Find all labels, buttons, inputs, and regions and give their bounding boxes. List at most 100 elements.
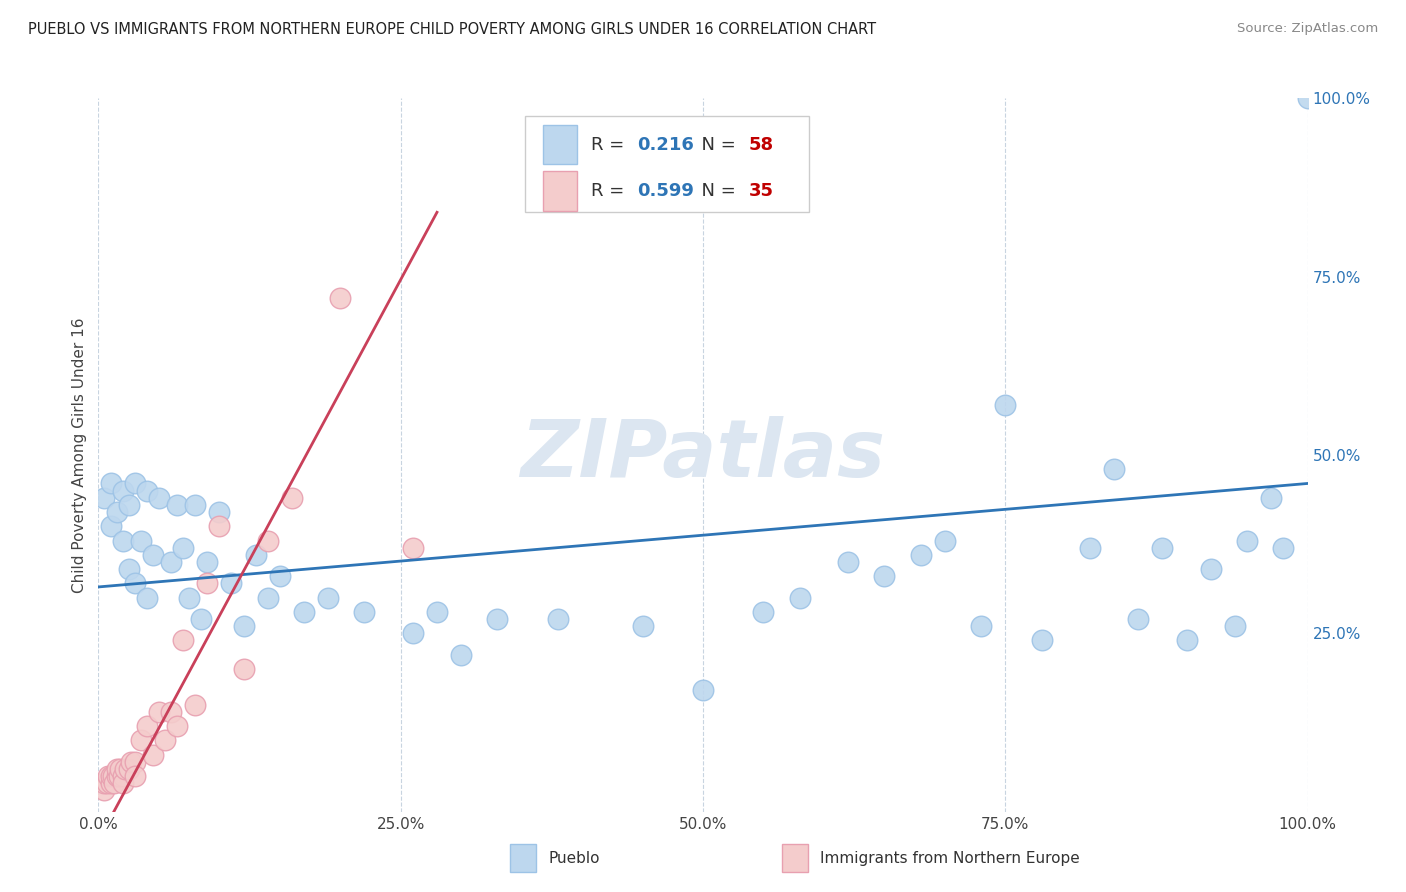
Point (160, 555, 183, 569)
Point (120, 755, 142, 769)
Point (402, 626, 425, 640)
Point (114, 762, 136, 776)
Point (190, 612, 212, 626)
Point (111, 776, 134, 790)
Point (873, 569, 896, 583)
Point (160, 705, 183, 719)
Point (184, 498, 207, 512)
Point (547, 612, 569, 626)
Text: Pueblo: Pueblo (548, 851, 600, 865)
Point (245, 548, 267, 562)
FancyBboxPatch shape (543, 125, 576, 164)
Point (789, 591, 811, 605)
Point (910, 548, 932, 562)
Point (118, 762, 141, 776)
Point (135, 591, 157, 605)
Point (1296, 91, 1319, 105)
Point (1078, 541, 1101, 555)
Point (1175, 633, 1198, 648)
Point (256, 533, 278, 548)
Point (281, 491, 304, 505)
Point (450, 648, 472, 662)
Point (97, 769, 120, 783)
Text: 0.599: 0.599 (637, 182, 695, 200)
Point (208, 505, 231, 519)
Point (172, 633, 194, 648)
Point (105, 769, 128, 783)
Point (105, 505, 128, 519)
Point (232, 662, 254, 676)
Point (124, 769, 146, 783)
Y-axis label: Child Poverty Among Girls Under 16: Child Poverty Among Girls Under 16 (72, 318, 87, 592)
Point (135, 483, 157, 498)
Point (486, 612, 509, 626)
Point (752, 605, 775, 619)
Point (103, 776, 125, 790)
Text: N =: N = (690, 182, 742, 200)
Point (269, 569, 291, 583)
Point (1272, 541, 1295, 555)
Point (994, 398, 1017, 412)
Point (179, 591, 201, 605)
Text: Source: ZipAtlas.com: Source: ZipAtlas.com (1237, 22, 1378, 36)
Point (93, 776, 115, 790)
Point (148, 705, 170, 719)
Point (195, 555, 218, 569)
Point (329, 291, 352, 305)
Point (111, 533, 134, 548)
Point (1031, 633, 1053, 648)
Point (692, 683, 714, 698)
Point (100, 769, 122, 783)
Text: N =: N = (690, 136, 742, 153)
Point (402, 541, 425, 555)
Point (124, 476, 146, 491)
Point (934, 533, 956, 548)
FancyBboxPatch shape (543, 171, 576, 211)
FancyBboxPatch shape (509, 844, 536, 872)
Point (184, 698, 207, 712)
Point (118, 562, 141, 576)
Text: PUEBLO VS IMMIGRANTS FROM NORTHERN EUROPE CHILD POVERTY AMONG GIRLS UNDER 16 COR: PUEBLO VS IMMIGRANTS FROM NORTHERN EUROP… (28, 22, 876, 37)
Point (153, 733, 176, 747)
Point (124, 576, 146, 591)
Text: 58: 58 (748, 136, 773, 153)
Point (166, 498, 188, 512)
Point (100, 476, 122, 491)
Point (93, 783, 115, 797)
Point (108, 762, 131, 776)
Point (108, 769, 131, 783)
FancyBboxPatch shape (524, 116, 808, 212)
Point (93, 491, 115, 505)
Point (208, 519, 231, 533)
Point (129, 733, 152, 747)
Text: R =: R = (591, 136, 630, 153)
Point (166, 719, 188, 733)
Point (631, 619, 654, 633)
Point (232, 619, 254, 633)
Point (129, 533, 152, 548)
Point (292, 605, 315, 619)
Point (256, 591, 278, 605)
Point (105, 762, 128, 776)
Point (221, 576, 243, 591)
Text: 35: 35 (748, 182, 773, 200)
Point (426, 605, 449, 619)
Point (148, 491, 170, 505)
Point (1236, 533, 1258, 548)
Point (172, 541, 194, 555)
Point (100, 776, 122, 790)
Point (1199, 562, 1222, 576)
Point (1128, 612, 1150, 626)
Text: ZIPatlas: ZIPatlas (520, 416, 886, 494)
Point (101, 769, 124, 783)
Point (353, 605, 375, 619)
Point (142, 747, 165, 762)
Point (970, 619, 993, 633)
Point (1260, 491, 1282, 505)
Point (118, 498, 141, 512)
Point (96, 776, 118, 790)
Point (195, 576, 218, 591)
Point (1223, 619, 1246, 633)
Point (111, 483, 134, 498)
Text: R =: R = (591, 182, 630, 200)
